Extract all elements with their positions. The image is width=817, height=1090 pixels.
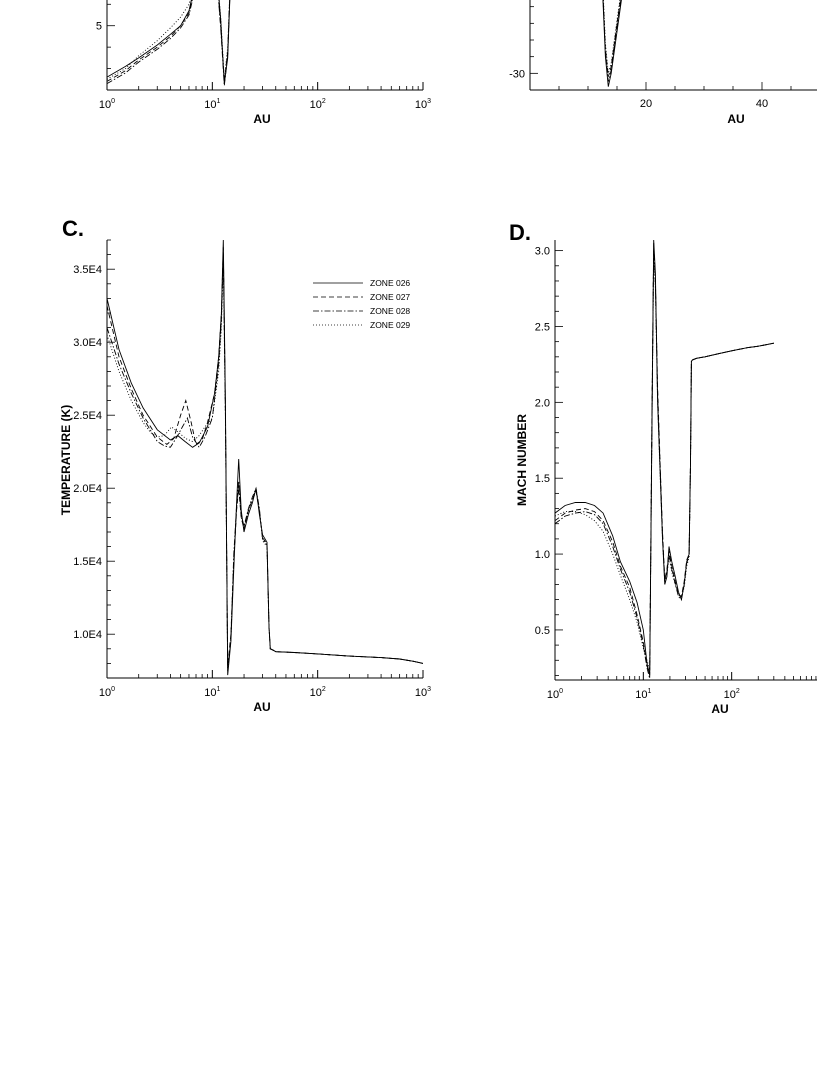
y-axis-title: MACH NUMBER — [515, 414, 529, 506]
legend: ZONE 026 ZONE 027 ZONE 028 ZONE 029 — [313, 278, 410, 330]
y-tick-label: 0.5 — [535, 625, 550, 637]
legend-label: ZONE 029 — [370, 320, 410, 330]
y-tick-label: 1.0E4 — [73, 629, 102, 641]
series-group — [107, 240, 423, 676]
y-tick-label: 2.5E4 — [73, 410, 102, 422]
x-axis-title: AU — [727, 112, 744, 126]
x-axis-title: AU — [253, 112, 270, 126]
series-line-1 — [107, 0, 231, 84]
x-axis-title: AU — [711, 702, 728, 716]
x-tick-label: 101 — [204, 98, 220, 111]
y-tick-label: 2.5 — [535, 321, 550, 333]
series-group — [107, 0, 231, 86]
y-tick-label: 3.0E4 — [73, 337, 102, 349]
y-tick-label: 2.0 — [535, 397, 550, 409]
series-line-4 — [555, 253, 774, 670]
x-tick-label: 100 — [547, 688, 563, 701]
legend-label: ZONE 026 — [370, 278, 410, 288]
x-tick-label: 102 — [310, 686, 326, 699]
series-line-4 — [107, 261, 423, 670]
series-line-2 — [602, 0, 621, 77]
series-line-4 — [107, 0, 230, 80]
series-line-1 — [555, 240, 774, 676]
x-tick-label: 40 — [756, 98, 768, 110]
series-line-3 — [602, 0, 622, 82]
series-line-4 — [603, 0, 621, 74]
series-group — [602, 0, 622, 87]
x-axis-title: AU — [253, 700, 270, 714]
chart-panel-4: 100 101 102 0.5 1.0 1.5 2.0 2.5 3.0 AU MACH NUMBER… — [509, 220, 817, 716]
y-tick-label: 5 — [96, 21, 102, 33]
x-tick-label: 101 — [204, 686, 220, 699]
series-line-2 — [107, 0, 231, 82]
chart-panel-3: 100 101 102 103 1.0E4 1.5E4 2.0E4 2.5E4 3.0E4 3.5… — [59, 216, 431, 714]
x-tick-label: 20 — [640, 98, 652, 110]
x-tick-label: 100 — [99, 686, 115, 699]
x-tick-label: 103 — [415, 98, 431, 111]
series-line-1 — [107, 240, 423, 676]
x-tick-label: 102 — [724, 688, 740, 701]
chart-panel-1: 100 101 102 103 5 AU — [96, 0, 431, 126]
y-axis-title: TEMPERATURE (K) — [59, 405, 73, 515]
series-group — [555, 240, 774, 679]
series-line-2 — [555, 242, 774, 673]
series-line-3 — [555, 247, 774, 679]
y-tick-label: 1.5E4 — [73, 556, 102, 568]
x-tick-label: 102 — [310, 98, 326, 111]
y-tick-label: 3.0 — [535, 246, 550, 258]
legend-label: ZONE 027 — [370, 292, 410, 302]
x-tick-label: 101 — [635, 688, 651, 701]
series-line-1 — [602, 0, 622, 87]
y-tick-label: 1.0 — [535, 549, 550, 561]
panel-letter: D. — [509, 220, 531, 245]
series-line-3 — [107, 254, 423, 671]
y-tick-label: 3.5E4 — [73, 264, 102, 276]
y-tick-label: -30 — [509, 68, 525, 80]
y-tick-label: 2.0E4 — [73, 483, 102, 495]
y-tick-label: 1.5 — [535, 473, 550, 485]
legend-label: ZONE 028 — [370, 306, 410, 316]
x-tick-label: 103 — [415, 686, 431, 699]
series-line-3 — [107, 0, 231, 86]
x-tick-label: 100 — [99, 98, 115, 111]
panel-letter: C. — [62, 216, 84, 241]
